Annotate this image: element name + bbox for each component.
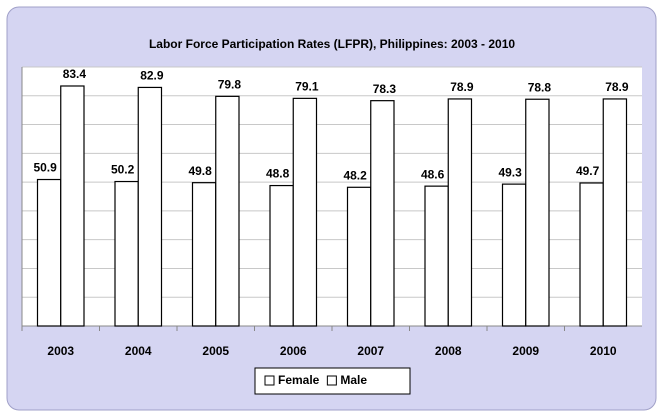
value-label: 48.2 <box>343 168 367 182</box>
value-label: 48.6 <box>421 167 445 181</box>
bar <box>60 85 85 327</box>
x-tick-label: 2007 <box>357 344 384 358</box>
value-label: 82.9 <box>140 69 164 83</box>
bar <box>36 178 62 327</box>
value-label: 49.8 <box>188 164 212 178</box>
x-tick-label: 2005 <box>202 344 229 358</box>
value-label: 49.7 <box>576 164 600 178</box>
bar <box>501 183 527 327</box>
bar <box>191 182 217 327</box>
x-tick-label: 2008 <box>435 344 462 358</box>
legend-label: Male <box>340 373 367 387</box>
bar <box>579 182 604 327</box>
x-tick-label: 2006 <box>280 344 307 358</box>
value-label: 50.9 <box>33 161 57 175</box>
value-label: 79.8 <box>218 78 242 92</box>
legend-swatch <box>264 375 275 386</box>
value-label: 78.9 <box>450 80 474 94</box>
bar <box>447 98 473 327</box>
value-label: 78.8 <box>528 80 552 94</box>
bar <box>269 184 294 327</box>
value-label: 48.8 <box>266 167 290 181</box>
bar <box>424 185 449 327</box>
x-tick-label: 2010 <box>590 344 617 358</box>
value-label: 78.3 <box>373 82 397 96</box>
x-tick-label: 2009 <box>512 344 539 358</box>
x-tick-label: 2003 <box>47 344 74 358</box>
x-tick-label: 2004 <box>125 344 152 358</box>
value-label: 78.9 <box>605 80 629 94</box>
bar <box>292 97 318 327</box>
value-label: 83.4 <box>63 67 87 81</box>
bar <box>137 86 163 327</box>
value-label: 79.1 <box>295 80 319 94</box>
bar <box>114 180 139 327</box>
bar <box>370 100 395 327</box>
value-label: 50.2 <box>111 163 135 177</box>
bar <box>346 186 372 327</box>
bar <box>215 95 240 327</box>
legend-label: Female <box>278 373 320 387</box>
bar <box>602 98 628 327</box>
legend-swatch <box>326 375 337 386</box>
chart-title: Labor Force Participation Rates (LFPR), … <box>149 37 515 51</box>
bar <box>525 98 550 327</box>
value-label: 49.3 <box>498 165 522 179</box>
